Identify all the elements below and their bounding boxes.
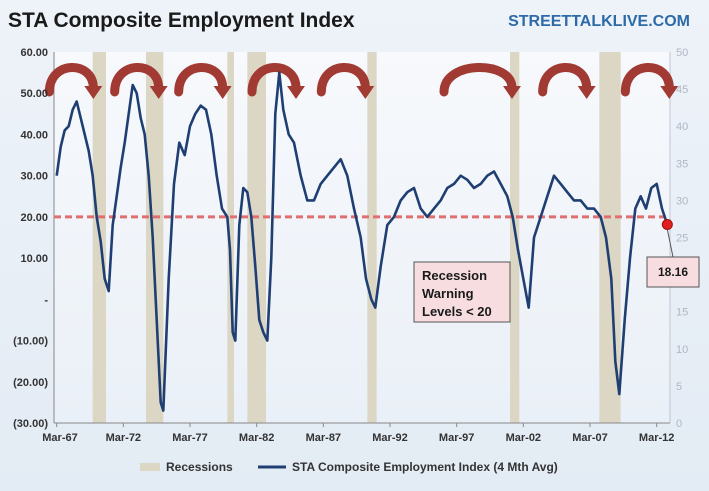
peak-arrowhead-2 (213, 86, 232, 99)
y-tick-label-9: (30.00) (13, 418, 48, 430)
peak-arrow-5 (439, 63, 517, 97)
last-value-callout: 18.16 (646, 218, 700, 288)
y-tick-label-5: 10.00 (20, 253, 48, 265)
legend-label-series: STA Composite Employment Index (4 Mth Av… (292, 460, 558, 474)
x-tick-label-7: Mar-02 (506, 432, 541, 444)
peak-arrowhead-1 (149, 86, 168, 99)
brand-watermark: STREETTALKLIVE.COM (508, 13, 690, 30)
plot-frame (53, 52, 671, 424)
legend: Recessions STA Composite Employment Inde… (140, 460, 558, 474)
y2-tick-label-1: 45 (676, 84, 688, 96)
recession-band-1 (146, 52, 164, 423)
peak-arrowhead-4 (356, 86, 375, 99)
x-tick-label-9: Mar-12 (639, 432, 674, 444)
recession-band-4 (367, 52, 377, 423)
warning-line-2: Warning (422, 286, 474, 301)
y2-tick-label-7: 15 (676, 307, 688, 319)
x-tick-label-4: Mar-87 (306, 432, 341, 444)
y-tick-label-8: (20.00) (13, 377, 48, 389)
y-tick-label-7: (10.00) (13, 336, 48, 348)
y-tick-label-3: 30.00 (20, 171, 48, 183)
y-tick-label-2: 40.00 (20, 129, 48, 141)
x-axis: Mar-67 Mar-72 Mar-77 Mar-82 Mar-87 Mar-92 Mar-… (42, 423, 674, 444)
x-tick-label-2: Mar-77 (172, 432, 207, 444)
peak-arrows (44, 63, 679, 99)
y2-tick-label-5: 25 (676, 233, 688, 245)
warning-line-1: Recession (422, 268, 487, 283)
recession-band-5 (510, 52, 520, 423)
peak-arrowhead-6 (577, 86, 596, 99)
peak-arrow-4 (316, 63, 370, 97)
warning-box-bg (413, 261, 511, 323)
y2-tick-label-4: 30 (676, 195, 688, 207)
x-tick-label-5: Mar-92 (372, 432, 407, 444)
peak-arrow-1 (110, 63, 164, 97)
last-value-connector (666, 229, 674, 258)
y2-tick-label-0: 50 (676, 47, 688, 59)
last-value-marker (661, 218, 673, 230)
last-value-label: 18.16 (658, 265, 688, 279)
y-axis-left: 60.00 50.00 40.00 30.00 20.00 10.00 - (10.00) (2… (13, 47, 48, 430)
recession-band-2 (227, 52, 234, 423)
series-group (55, 71, 669, 412)
x-tick-label-6: Mar-97 (439, 432, 474, 444)
series-line-0 (55, 71, 669, 412)
y2-tick-label-3: 35 (676, 158, 688, 170)
peak-arrowhead-5 (503, 86, 521, 99)
y-tick-label-6: - (44, 294, 48, 306)
warning-box: Recession Warning Levels < 20 (413, 261, 511, 323)
peak-arrowhead-0 (84, 86, 103, 99)
x-tick-label-3: Mar-82 (239, 432, 274, 444)
peak-arrow-6 (538, 63, 592, 97)
peak-arrowhead-7 (660, 86, 679, 99)
warning-line-3: Levels < 20 (422, 304, 492, 319)
y2-tick-label-10: 0 (676, 418, 682, 430)
y-tick-label-4: 20.00 (20, 212, 48, 224)
legend-label-recessions: Recessions (166, 460, 233, 474)
y-axis-right: 50454035302520151050 (676, 47, 688, 430)
recession-bands (92, 52, 621, 423)
peak-arrowhead-3 (287, 86, 305, 99)
peak-arrow-3 (247, 63, 301, 97)
recession-band-3 (247, 52, 266, 423)
peak-arrow-0 (44, 63, 98, 97)
y2-tick-label-8: 10 (676, 344, 688, 356)
chart-title: STA Composite Employment Index (8, 9, 355, 32)
x-tick-label-1: Mar-72 (106, 432, 141, 444)
last-value-box (646, 256, 700, 288)
x-tick-label-0: Mar-67 (42, 432, 77, 444)
peak-arrow-2 (174, 63, 228, 97)
legend-swatch-recessions (140, 463, 160, 471)
y2-tick-label-2: 40 (676, 121, 688, 133)
y-tick-label-1: 50.00 (20, 88, 48, 100)
peak-arrow-7 (620, 63, 674, 97)
recession-band-6 (599, 52, 621, 423)
y2-tick-label-9: 5 (676, 381, 682, 393)
x-tick-label-8: Mar-07 (572, 432, 607, 444)
y-tick-label-0: 60.00 (20, 47, 48, 59)
